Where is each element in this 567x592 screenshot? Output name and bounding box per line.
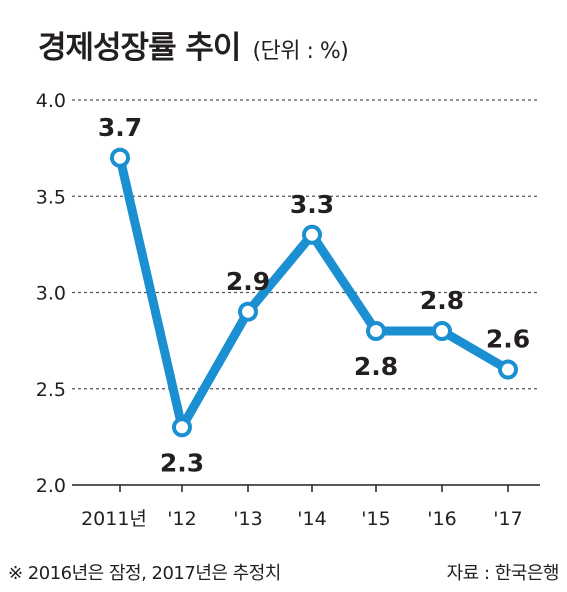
data-label: 3.7 [98,113,142,142]
y-tick-label: 3.5 [36,186,66,208]
data-point [366,321,386,341]
data-label: 2.8 [354,352,398,381]
chart-title: 경제성장률 추이 [38,30,241,66]
x-tick-label: '15 [361,508,390,530]
data-label: 3.3 [290,190,334,219]
x-tick-label: '17 [493,508,522,530]
x-axis-ticks: 2011년 '12 '13 '14 '15 '16 '17 [81,485,523,530]
data-point [172,417,192,438]
line-chart: 2.02.53.03.54.0 2011년 '12'13'14'15'16'17 … [36,90,540,530]
data-label: 2.6 [486,325,530,354]
footnote: ※ 2016년은 잠정, 2017년은 추정치 [8,563,281,584]
x-tick-label: '12 [167,508,196,530]
chart-footer: ※ 2016년은 잠정, 2017년은 추정치 자료 : 한국은행 [8,558,560,586]
data-point [432,321,452,341]
data-label: 2.9 [226,267,270,296]
data-label: 2.3 [160,448,204,477]
data-markers [110,147,518,438]
y-tick-label: 3.0 [36,283,66,305]
data-point [302,224,322,245]
grid-lines [72,99,540,486]
y-axis-ticks: 2.0 2.5 3.0 3.5 4.0 [36,90,66,497]
data-point [498,359,518,380]
y-tick-label: 4.0 [36,90,66,112]
data-label: 2.8 [420,286,464,315]
data-labels: 3.7 2.3 2.9 3.3 2.8 2.8 2.6 [98,113,530,478]
x-tick-label: '16 [427,508,456,530]
data-point [110,147,130,168]
x-tick-label: 2011년 [81,508,147,530]
y-tick-label: 2.0 [36,475,66,497]
chart-header: 경제성장률 추이 (단위 : %) [38,22,349,70]
unit-label: (단위 : %) [252,39,349,64]
y-tick-label: 2.5 [36,379,66,401]
x-tick-label: '13 [233,508,262,530]
source-note: 자료 : 한국은행 [446,563,560,584]
data-point [238,301,258,322]
x-tick-label: '14 [297,508,326,530]
